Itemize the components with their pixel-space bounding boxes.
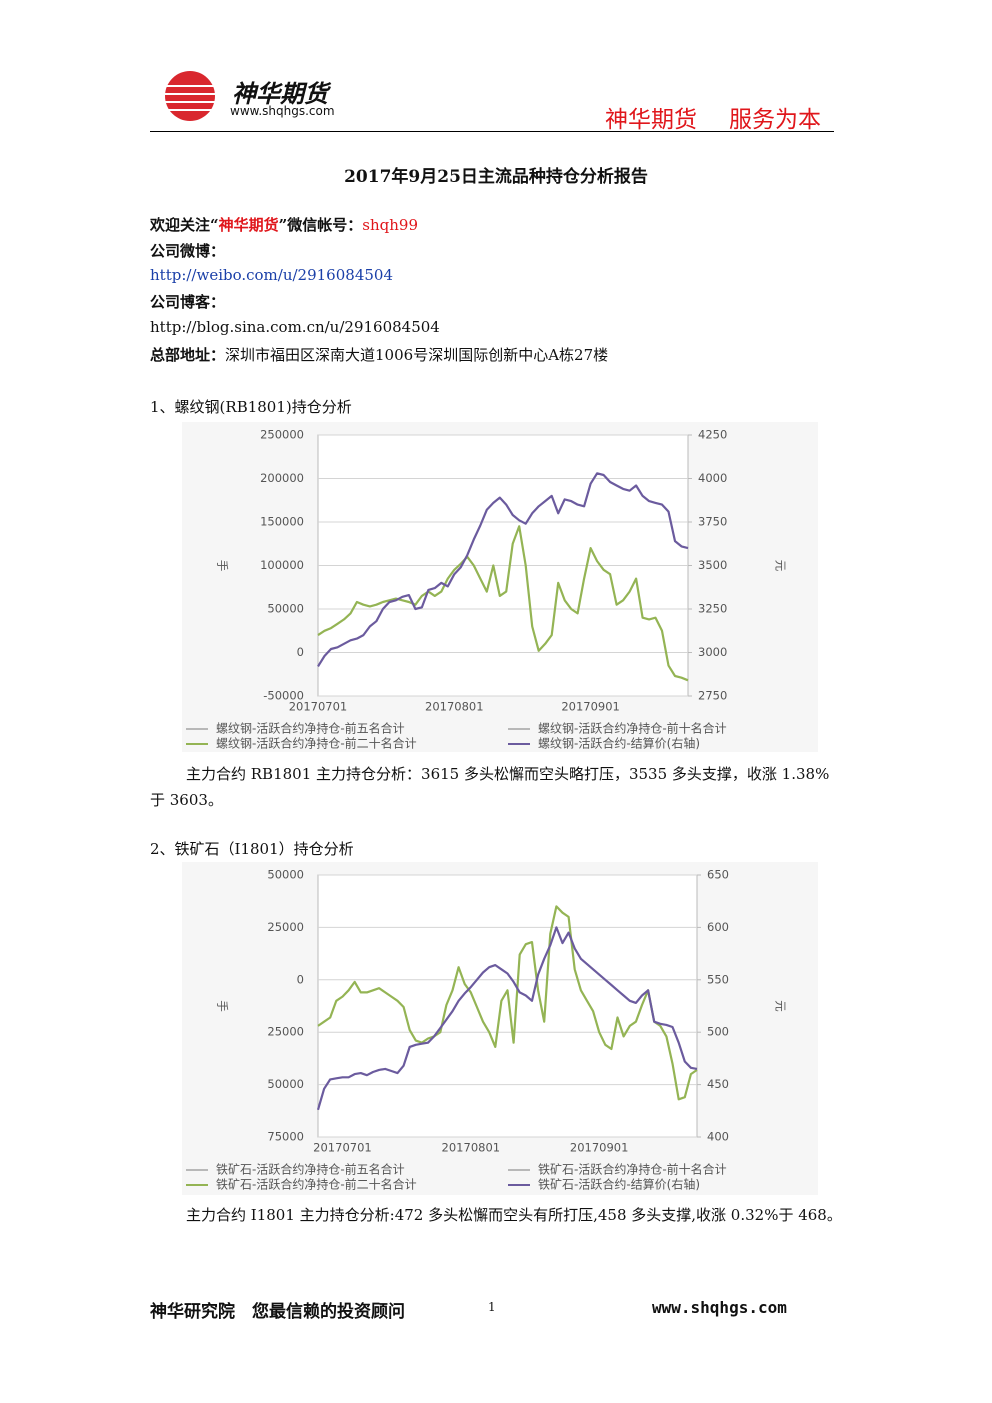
chart: 75000 50000 25000 0 25000 50000 400 450 500 550 60… — [182, 862, 818, 1195]
series-line — [317, 905, 698, 1101]
x-tick-label: 20170901 — [561, 700, 620, 714]
y2-tick-label: 400 — [707, 1130, 729, 1144]
address: 深圳市福田区深南大道1006号深圳国际创新中心A栋27楼 — [225, 346, 609, 364]
y2-tick-label: 3750 — [698, 515, 727, 529]
y-tick-label: 50000 — [267, 1077, 304, 1091]
header-rule — [150, 131, 834, 132]
y-tick-label: 100000 — [260, 558, 304, 572]
legend-label: 螺纹钢-活跃合约净持仓-前五名合计 — [216, 721, 405, 736]
y-tick-label: -50000 — [263, 689, 304, 703]
y2-tick-label: 3000 — [698, 645, 727, 659]
y-tick-label: 50000 — [267, 602, 304, 616]
doc-title: 2017年9月25日主流品种持仓分析报告 — [344, 167, 648, 187]
legend-label: 铁矿石-活跃合约净持仓-前五名合计 — [216, 1162, 405, 1177]
series-line — [316, 926, 698, 1111]
y2-tick-label: 2750 — [698, 689, 727, 703]
legend-label: 螺纹钢-活跃合约净持仓-前二十名合计 — [216, 736, 417, 751]
label: 总部地址： — [150, 346, 226, 364]
y2-tick-label: 3500 — [698, 558, 727, 572]
x-tick-label: 20170801 — [442, 1141, 501, 1155]
label: 公司博客： — [150, 293, 226, 311]
y2-tick-label: 4000 — [698, 471, 727, 485]
y-tick-label: 150000 — [260, 515, 304, 529]
link[interactable]: http://weibo.com/u/2916084504 — [150, 266, 393, 284]
y2-tick-label: 600 — [707, 920, 729, 934]
link[interactable]: http://blog.sina.com.cn/u/2916084504 — [150, 318, 440, 336]
legend-label: 螺纹钢-活跃合约-结算价(右轴) — [538, 736, 700, 751]
y2-tick-label: 450 — [707, 1077, 729, 1091]
y-tick-label: 25000 — [267, 920, 304, 934]
analysis: 主力合约 RB1801 主力持仓分析：3615 多头松懈而空头略打压，3535 … — [150, 765, 830, 809]
y-axis-label: 手 — [216, 1000, 230, 1012]
y2-tick-label: 3250 — [698, 602, 727, 616]
footer-left: 神华研究院 您最信赖的投资顾问 — [150, 1302, 405, 1322]
y2-axis-label: 元 — [774, 1000, 788, 1012]
logo-url: www.shqhgs.com — [230, 104, 335, 118]
y-tick-label: 200000 — [260, 471, 304, 485]
y-tick-label: 50000 — [267, 868, 304, 882]
analysis: 主力合约 I1801 主力持仓分析:472 多头松懈而空头有所打压,458 多头… — [186, 1206, 842, 1224]
section-heading: 1、螺纹钢(RB1801)持仓分析 — [150, 398, 352, 416]
y-tick-label: 250000 — [260, 428, 304, 442]
chart: -50000 0 50000 100000 150000 200000 250000 2750… — [182, 422, 818, 752]
wechat-id: shqh99 — [362, 216, 419, 234]
label: 公司微博： — [150, 242, 226, 260]
legend-label: 螺纹钢-活跃合约净持仓-前十名合计 — [538, 721, 727, 736]
contact-line: 欢迎关注“神华期货”微信帐号：shqh99 — [150, 214, 418, 235]
plot-area — [317, 874, 698, 1138]
y2-tick-label: 650 — [707, 868, 729, 882]
y-tick-label: 0 — [297, 972, 304, 986]
legend-label: 铁矿石-活跃合约-结算价(右轴) — [538, 1177, 700, 1192]
text: 神华期货 — [218, 216, 279, 234]
page-number: 1 — [488, 1300, 496, 1314]
y-tick-label: 25000 — [267, 1025, 304, 1039]
y2-tick-label: 4250 — [698, 428, 727, 442]
address-line: 总部地址：深圳市福田区深南大道1006号深圳国际创新中心A栋27楼 — [150, 344, 608, 365]
text: ”微信帐号： — [278, 216, 363, 234]
y-tick-label: 0 — [297, 645, 304, 659]
y2-tick-label: 500 — [707, 1025, 729, 1039]
logo-mark — [165, 71, 215, 121]
series-line — [317, 472, 689, 667]
x-tick-label: 20170701 — [289, 700, 348, 714]
y2-tick-label: 550 — [707, 972, 729, 986]
logo-name: 神华期货 — [232, 80, 328, 108]
x-tick-label: 20170701 — [313, 1141, 372, 1155]
x-tick-label: 20170801 — [425, 700, 484, 714]
section-heading: 2、铁矿石（I1801）持仓分析 — [150, 840, 354, 858]
slogan: 神华期货 — [605, 107, 697, 133]
y-axis-label: 手 — [216, 560, 230, 572]
legend-label: 铁矿石-活跃合约净持仓-前二十名合计 — [216, 1177, 417, 1192]
y-tick-label: 75000 — [267, 1130, 304, 1144]
slogan: 服务为本 — [729, 107, 821, 133]
legend-label: 铁矿石-活跃合约净持仓-前十名合计 — [538, 1162, 727, 1177]
text: 欢迎关注“ — [150, 216, 219, 234]
y2-axis-label: 元 — [774, 560, 788, 572]
x-tick-label: 20170901 — [570, 1141, 629, 1155]
footer-right: www.shqhgs.com — [652, 1298, 787, 1317]
series-line — [317, 525, 689, 682]
